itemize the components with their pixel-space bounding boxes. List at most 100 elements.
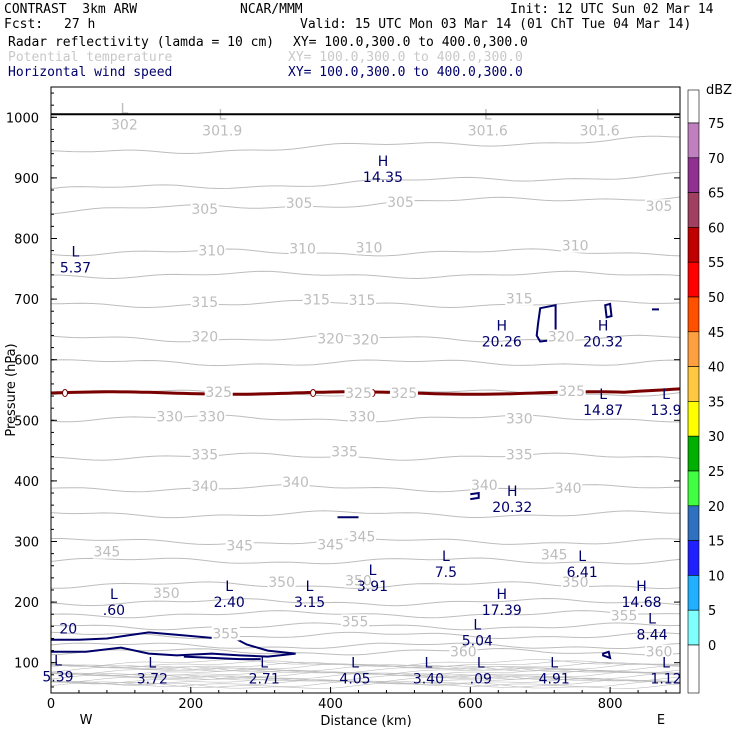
theta-contour	[50, 610, 681, 619]
theta-label: 310	[198, 243, 225, 259]
wind-extremum-marker: L	[351, 656, 359, 672]
colorbar-swatch	[687, 609, 700, 646]
reflectivity-contour-gap	[310, 389, 317, 398]
plot-frame	[50, 86, 681, 694]
theta-extremum-marker: L	[120, 101, 128, 117]
wind-extremum-marker: L	[424, 656, 432, 672]
wind-extremum-marker: L	[260, 656, 268, 672]
wind-extremum-value: 7.5	[435, 565, 457, 581]
wind-extremum-value: .60	[103, 603, 125, 619]
theta-label-bg	[348, 529, 377, 544]
colorbar-level-label: 65	[708, 187, 725, 202]
colorbar-level-label: 40	[708, 361, 725, 376]
y-tick-label: 500	[14, 414, 39, 429]
fcst-value: 27 h	[64, 17, 96, 32]
wind-extremum-marker: L	[662, 656, 670, 672]
theta-label-bg	[267, 574, 296, 589]
theta-contour	[50, 510, 681, 519]
theta-contour	[50, 597, 681, 607]
theta-contour	[50, 631, 681, 640]
y-tick-label: 400	[14, 475, 39, 490]
colorbar-level-label: 35	[708, 395, 725, 410]
theta-label: 335	[506, 448, 533, 464]
wind-extremum-value: 14.68	[622, 595, 662, 611]
theta-contour	[50, 135, 681, 155]
colorbar-swatch	[687, 644, 700, 694]
colorbar-level-label: 45	[708, 326, 725, 341]
theta-label-bg	[197, 409, 226, 424]
theta-label: 340	[471, 478, 498, 494]
theta-label-bg	[351, 332, 380, 347]
wind-contour-label: 20	[59, 622, 77, 638]
theta-contour	[50, 677, 680, 686]
theta-label-bg	[449, 644, 478, 659]
wind-speed-contour	[51, 631, 296, 658]
y-tick-label: 100	[14, 657, 39, 672]
colorbar-swatch	[687, 296, 700, 333]
theta-extremum-value: 301.6	[468, 123, 508, 139]
wind-extremum-marker: L	[550, 656, 558, 672]
wind-extremum-marker: H	[378, 154, 389, 170]
theta-label: 325	[345, 386, 372, 402]
west-label: W	[80, 713, 93, 728]
theta-label: 315	[349, 293, 376, 309]
y-tick-label: 300	[14, 536, 39, 551]
theta-contour	[50, 647, 681, 656]
theta-contour	[50, 359, 681, 367]
theta-label: 345	[349, 529, 376, 545]
theta-label: 315	[191, 295, 218, 311]
theta-label-bg	[505, 447, 534, 462]
theta-label-bg	[344, 385, 373, 400]
theta-label-bg	[341, 614, 370, 629]
wind-extremum-marker: L	[369, 563, 377, 579]
theta-label-bg	[225, 538, 254, 553]
colorbar-level-label: 15	[708, 535, 725, 550]
theta-label-bg	[211, 626, 240, 641]
theta-label: 335	[191, 448, 218, 464]
theta-contour	[50, 674, 681, 681]
theta-label: 335	[331, 445, 358, 461]
colorbar-swatch	[687, 366, 700, 402]
theta-label: 350	[268, 575, 295, 591]
colorbar-level-label: 50	[708, 291, 725, 306]
theta-label: 320	[548, 329, 575, 345]
theta-label: 345	[226, 539, 253, 555]
theta-label: 360	[450, 645, 477, 661]
theta-label: 305	[286, 196, 313, 212]
theta-label: 355	[212, 626, 239, 642]
wind-extremum-marker: L	[442, 549, 450, 565]
colorbar-level-label: 25	[708, 465, 725, 480]
wind-extremum-marker: L	[225, 579, 233, 595]
theta-label-bg	[92, 544, 121, 559]
wind-extremum-value: 13.9	[650, 403, 681, 419]
theta-label: 320	[317, 331, 344, 347]
theta-label-bg	[281, 474, 310, 489]
wind-speed-contour	[602, 650, 612, 660]
theta-label-bg	[190, 447, 219, 462]
colorbar-swatch	[687, 435, 700, 472]
wind-extremum-marker: H	[497, 587, 508, 603]
colorbar-swatch	[687, 227, 700, 263]
field-2-xy: XY= 100.0,300.0 to 400.0,300.0	[288, 50, 523, 65]
theta-label: 330	[349, 409, 376, 425]
theta-label: 330	[198, 409, 225, 425]
theta-contour	[51, 661, 681, 670]
theta-contour	[50, 452, 681, 461]
colorbar-swatch	[687, 505, 700, 541]
model-title: CONTRAST 3km ARW	[4, 2, 138, 17]
theta-label-bg	[554, 480, 583, 495]
theta-label-bg	[389, 385, 418, 400]
theta-label: 310	[562, 239, 589, 255]
theta-label-bg	[288, 241, 317, 256]
theta-label: 340	[282, 475, 309, 491]
theta-label: 305	[646, 199, 673, 215]
theta-label: 315	[303, 293, 330, 309]
wind-extremum-value: 5.04	[462, 633, 493, 649]
theta-label-bg	[285, 196, 314, 211]
theta-contour	[50, 196, 681, 215]
theta-label-bg	[302, 292, 331, 307]
colorbar-level-label: 30	[708, 430, 725, 445]
wind-extremum-marker: H	[598, 319, 609, 335]
wind-extremum-value: 5.39	[42, 670, 73, 686]
theta-label: 345	[541, 548, 568, 564]
